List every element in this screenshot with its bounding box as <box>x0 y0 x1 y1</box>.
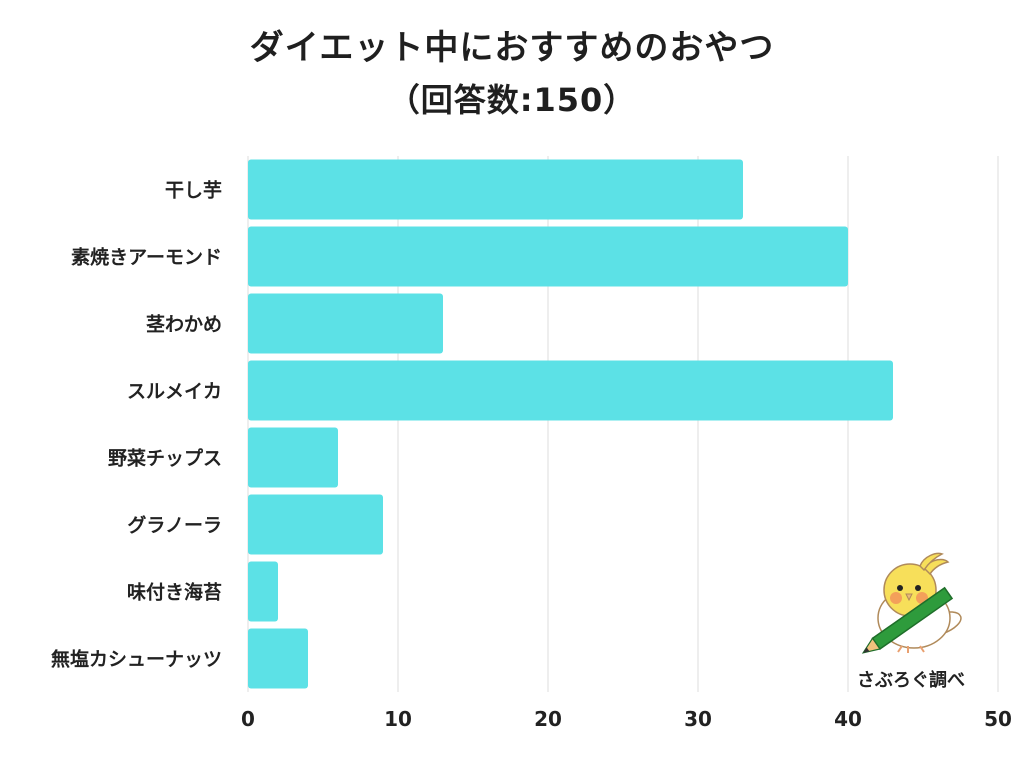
category-label: スルメイカ <box>127 381 222 403</box>
x-tick-label: 40 <box>834 707 862 731</box>
bar <box>248 628 308 689</box>
chart-title: ダイエット中におすすめのおやつ <box>249 28 775 68</box>
bar <box>248 561 278 622</box>
bar <box>248 293 443 354</box>
x-tick-label: 30 <box>684 707 712 731</box>
category-label: 茎わかめ <box>146 313 222 336</box>
x-tick-label: 0 <box>241 707 255 731</box>
category-label: グラノーラ <box>127 514 222 537</box>
bar <box>248 360 893 421</box>
category-label: 味付き海苔 <box>127 581 222 604</box>
category-label: 無塩カシューナッツ <box>51 648 222 671</box>
x-axis-ticks: 0 10 20 30 40 50 <box>241 707 1012 731</box>
category-label: 野菜チップス <box>108 447 222 470</box>
bar <box>248 494 383 555</box>
category-label: 干し芋 <box>165 180 222 202</box>
bird-with-pencil-icon <box>861 552 962 654</box>
bar <box>248 226 848 287</box>
x-tick-label: 50 <box>984 707 1012 731</box>
category-label: 素焼きアーモンド <box>71 246 222 269</box>
x-tick-label: 20 <box>534 707 562 731</box>
chart-title-block: ダイエット中におすすめのおやつ （回答数:150） <box>0 22 1024 126</box>
chart-subtitle: （回答数:150） <box>387 81 637 119</box>
credit-text: さぶろぐ調べ <box>857 669 965 691</box>
bar <box>248 427 338 488</box>
bar <box>248 159 743 220</box>
category-labels: 干し芋素焼きアーモンド茎わかめスルメイカ野菜チップスグラノーラ味付き海苔無塩カシ… <box>51 180 222 671</box>
bars <box>248 159 893 689</box>
x-tick-label: 10 <box>384 707 412 731</box>
